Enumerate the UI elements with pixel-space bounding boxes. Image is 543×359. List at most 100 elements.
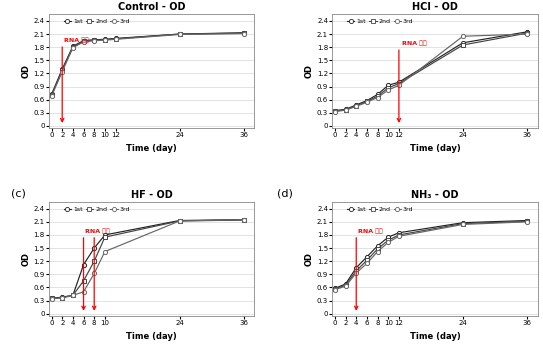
Y-axis label: OD: OD xyxy=(305,64,314,78)
2nd xyxy=(523,219,530,224)
2nd xyxy=(353,104,359,108)
3rd xyxy=(112,37,119,41)
3rd xyxy=(342,284,349,288)
1st xyxy=(374,244,381,248)
Legend: 1st, 2nd, 3rd: 1st, 2nd, 3rd xyxy=(62,205,131,213)
3rd xyxy=(523,220,530,224)
2nd xyxy=(48,296,55,300)
2nd xyxy=(396,233,402,237)
3rd xyxy=(374,95,381,100)
1st xyxy=(70,44,76,48)
3rd xyxy=(102,38,108,42)
X-axis label: Time (day): Time (day) xyxy=(409,332,460,341)
1st xyxy=(102,37,108,41)
Legend: 1st, 2nd, 3rd: 1st, 2nd, 3rd xyxy=(62,18,131,25)
2nd xyxy=(59,68,66,73)
2nd xyxy=(91,38,97,42)
1st xyxy=(80,262,87,267)
X-axis label: Time (day): Time (day) xyxy=(126,144,177,153)
1st xyxy=(176,32,183,36)
2nd xyxy=(102,38,108,42)
1st xyxy=(396,230,402,235)
3rd xyxy=(332,288,338,292)
1st xyxy=(48,92,55,97)
3rd xyxy=(385,88,392,92)
3rd xyxy=(102,250,108,254)
Line: 1st: 1st xyxy=(49,218,245,300)
2nd xyxy=(59,295,66,300)
3rd xyxy=(48,94,55,98)
3rd xyxy=(59,70,66,74)
3rd xyxy=(332,109,338,114)
2nd xyxy=(353,269,359,273)
Y-axis label: OD: OD xyxy=(305,252,314,266)
1st xyxy=(523,30,530,34)
Line: 3rd: 3rd xyxy=(49,218,245,301)
3rd xyxy=(176,32,183,37)
Title: NH₃ - OD: NH₃ - OD xyxy=(411,190,459,200)
3rd xyxy=(91,271,97,276)
1st xyxy=(459,220,466,225)
1st xyxy=(241,31,247,35)
2nd xyxy=(70,45,76,49)
3rd xyxy=(459,222,466,227)
1st xyxy=(332,108,338,113)
Title: HF - OD: HF - OD xyxy=(131,190,173,200)
2nd xyxy=(459,222,466,226)
3rd xyxy=(241,32,247,36)
Line: 2nd: 2nd xyxy=(333,219,529,291)
1st xyxy=(396,80,402,84)
3rd xyxy=(80,40,87,44)
2nd xyxy=(48,93,55,98)
1st xyxy=(385,83,392,88)
X-axis label: Time (day): Time (day) xyxy=(126,332,177,341)
1st xyxy=(48,296,55,300)
Line: 1st: 1st xyxy=(333,218,529,290)
2nd xyxy=(385,86,392,90)
2nd xyxy=(459,43,466,47)
Text: (d): (d) xyxy=(277,188,293,199)
1st xyxy=(342,107,349,112)
Line: 3rd: 3rd xyxy=(49,32,245,98)
3rd xyxy=(70,46,76,50)
3rd xyxy=(523,32,530,36)
Line: 3rd: 3rd xyxy=(333,220,529,292)
Line: 2nd: 2nd xyxy=(49,31,245,97)
Text: RNA 추출: RNA 추출 xyxy=(85,228,109,234)
Text: RNA 추출: RNA 추출 xyxy=(402,41,426,46)
1st xyxy=(80,38,87,43)
3rd xyxy=(91,38,97,43)
Text: RNA 추출: RNA 추출 xyxy=(64,37,89,43)
2nd xyxy=(332,109,338,113)
3rd xyxy=(48,297,55,301)
3rd xyxy=(342,108,349,112)
2nd xyxy=(385,238,392,242)
Y-axis label: OD: OD xyxy=(22,64,30,78)
2nd xyxy=(332,287,338,292)
1st xyxy=(353,103,359,107)
1st xyxy=(241,218,247,222)
3rd xyxy=(374,250,381,254)
Line: 2nd: 2nd xyxy=(333,31,529,113)
Y-axis label: OD: OD xyxy=(22,252,30,266)
2nd xyxy=(374,94,381,98)
2nd xyxy=(523,31,530,35)
2nd xyxy=(396,81,402,86)
3rd xyxy=(364,261,370,266)
2nd xyxy=(70,293,76,298)
1st xyxy=(176,218,183,223)
2nd xyxy=(241,31,247,35)
1st xyxy=(342,282,349,286)
Line: 3rd: 3rd xyxy=(333,32,529,113)
2nd xyxy=(342,283,349,288)
2nd xyxy=(112,37,119,41)
2nd xyxy=(364,258,370,262)
1st xyxy=(385,235,392,239)
1st xyxy=(91,38,97,42)
2nd xyxy=(241,218,247,222)
1st xyxy=(364,255,370,259)
Title: HCl - OD: HCl - OD xyxy=(412,2,458,12)
Line: 1st: 1st xyxy=(49,31,245,97)
3rd xyxy=(385,240,392,244)
3rd xyxy=(396,83,402,88)
